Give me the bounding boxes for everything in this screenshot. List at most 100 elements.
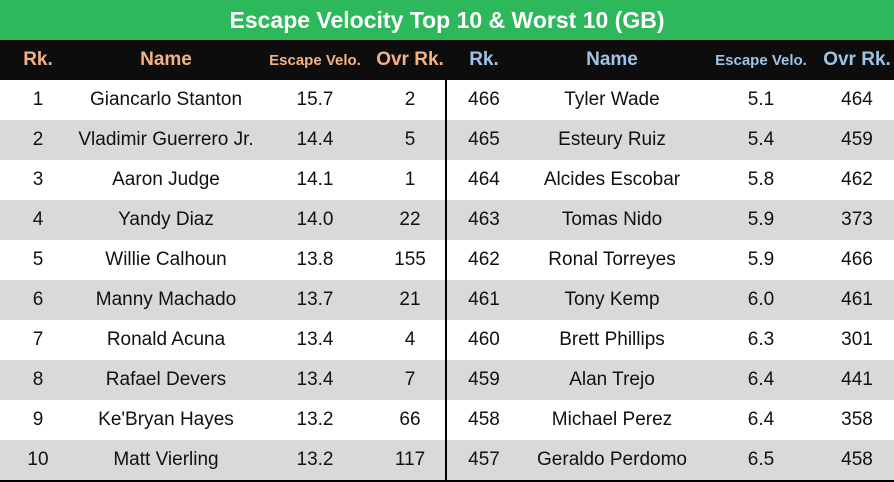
table-cell: 4 [32,209,44,230]
table-cell: 466 [841,249,873,270]
table-cell: 1 [404,169,416,190]
table-cell: Ke'Bryan Hayes [98,409,234,430]
table-cell: Matt Vierling [113,449,219,470]
table-cell: 66 [399,409,421,430]
table-cell: 13.4 [296,369,334,390]
table-cell: Ronal Torreyes [548,249,676,270]
table-cell: 464 [468,169,500,190]
table-cell: 6.4 [747,369,775,390]
table-cell: 13.7 [296,289,334,310]
table-cell: 5.8 [747,169,775,190]
table-cell: 441 [841,369,873,390]
table-cell: Yandy Diaz [118,209,214,230]
column-header: Ovr Rk. [823,49,891,70]
table-cell: Michael Perez [551,409,673,430]
column-header: Name [586,49,638,70]
table-cell: Alcides Escobar [543,169,681,190]
table-cell: Ronald Acuna [106,329,226,350]
table-cell: Alan Trejo [569,369,655,390]
table-cell: 7 [32,329,44,350]
table-cell: 8 [32,369,44,390]
table-row: 3 Aaron Judge 14.1 1 464 Alcides Escobar 5.8 46… [0,160,894,200]
column-header: Name [140,49,192,70]
table-row: 6 Manny Machado 13.7 21 461 Tony Kemp 6.0 461 [0,280,894,320]
table-cell: Tomas Nido [561,209,663,230]
table-cell: Manny Machado [95,289,237,310]
table-cell: 3 [32,169,44,190]
table-cell: 373 [841,209,873,230]
table-cell: 6.0 [747,289,775,310]
table-cell: 4 [404,329,416,350]
table-cell: 5 [404,129,416,150]
table-row: 5 Willie Calhoun 13.8 155 462 Ronal Torreyes 5… [0,240,894,280]
table-cell: 5.1 [747,89,775,110]
table-row: 1 Giancarlo Stanton 15.7 2 466 Tyler Wade 5.1 4… [0,80,894,120]
column-header: Rk. [469,49,499,70]
table-cell: 6 [32,289,44,310]
table-cell: 10 [27,449,49,470]
table-cell: 5.9 [747,209,775,230]
table-row: 4 Yandy Diaz 14.0 22 463 Tomas Nido 5.9 373 [0,200,894,240]
table-cell: 13.4 [296,329,334,350]
table-row: 7 Ronald Acuna 13.4 4 460 Brett Phillips 6.3 30… [0,320,894,360]
table-cell: Rafael Devers [105,369,227,390]
table-row: 2 Vladimir Guerrero Jr. 14.4 5 465 Esteury Ru… [0,120,894,160]
table-cell: 14.0 [296,209,334,230]
table-cell: 464 [841,89,873,110]
table-cell: 460 [468,329,500,350]
table-cell: 301 [841,329,873,350]
table-cell: 459 [841,129,873,150]
table-title: Escape Velocity Top 10 & Worst 10 (GB) [0,0,894,40]
table-cell: 463 [468,209,500,230]
table-cell: 462 [841,169,873,190]
table-cell: 14.1 [296,169,334,190]
column-header: Rk. [23,49,53,70]
table-cell: 457 [468,449,500,470]
table-cell: Brett Phillips [559,329,665,350]
table-cell: Esteury Ruiz [558,129,666,150]
table-cell: 1 [32,89,44,110]
table-cell: 6.3 [747,329,775,350]
table-cell: 358 [841,409,873,430]
table-cell: 21 [399,289,421,310]
header-row: Rk. Name Escape Velo. Ovr Rk. Rk. Name Escape … [0,40,894,80]
table-cell: 5.9 [747,249,775,270]
table-cell: 13.2 [296,409,334,430]
table-cell: 9 [32,409,44,430]
table-cell: Aaron Judge [112,169,220,190]
table-row: 9 Ke'Bryan Hayes 13.2 66 458 Michael Perez 6.4… [0,400,894,440]
table-cell: 22 [399,209,421,230]
table-cell: 466 [468,89,500,110]
bottom-border [0,480,894,482]
table-cell: 155 [394,249,426,270]
table-cell: 459 [468,369,500,390]
divider [445,80,447,482]
table-cell: Willie Calhoun [105,249,227,270]
table-cell: Tony Kemp [564,289,660,310]
table-cell: 13.2 [296,449,334,470]
column-header: Escape Velo. [269,51,361,69]
table-cell: 458 [468,409,500,430]
table-cell: 117 [394,449,426,470]
table-cell: 2 [404,89,416,110]
table-cell: 13.8 [296,249,334,270]
table-cell: 6.4 [747,409,775,430]
table-cell: 7 [404,369,416,390]
table-cell: Geraldo Perdomo [537,449,687,470]
table-cell: 465 [468,129,500,150]
table-cell: 458 [841,449,873,470]
table-cell: Vladimir Guerrero Jr. [78,129,254,150]
table-cell: 6.5 [747,449,775,470]
table-cell: 461 [841,289,873,310]
column-header: Escape Velo. [715,51,807,69]
table-row: 8 Rafael Devers 13.4 7 459 Alan Trejo 6.4 441 [0,360,894,400]
table-cell: 2 [32,129,44,150]
table-cell: 5 [32,249,44,270]
table-row: 10 Matt Vierling 13.2 117 457 Geraldo Perdomo… [0,440,894,480]
table-cell: 5.4 [747,129,775,150]
table-cell: Giancarlo Stanton [89,89,243,110]
table-cell: 14.4 [296,129,334,150]
table-cell: 15.7 [296,89,334,110]
column-header: Ovr Rk. [376,49,444,70]
